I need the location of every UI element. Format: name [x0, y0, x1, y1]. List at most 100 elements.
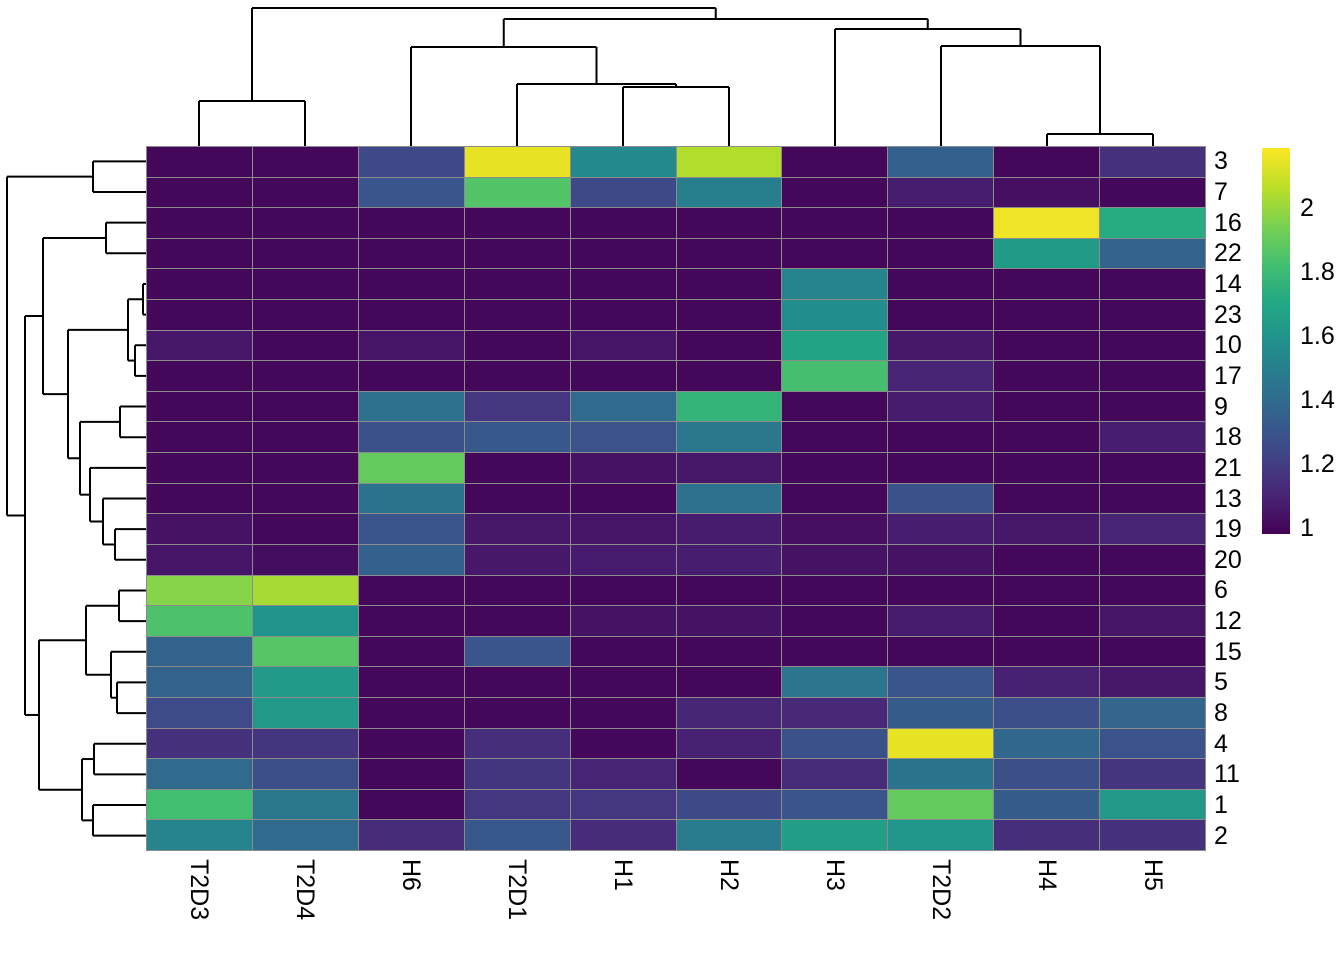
heatmap-cell: [1100, 636, 1205, 667]
heatmap-cell: [252, 544, 358, 575]
heatmap-cell: [464, 238, 570, 269]
heatmap-cell: [570, 238, 676, 269]
heatmap-cell: [570, 177, 676, 208]
heatmap-cell: [888, 361, 994, 391]
heatmap-cell: [252, 238, 358, 269]
heatmap-cell: [570, 575, 676, 606]
column-label: T2D1: [503, 859, 531, 921]
heatmap-cell: [252, 759, 358, 789]
row-label: 10: [1214, 331, 1242, 360]
heatmap-cell: [782, 300, 888, 330]
colorbar-tick-label: 2: [1300, 194, 1314, 222]
heatmap-cell: [676, 422, 782, 453]
heatmap-cell: [570, 728, 676, 759]
heatmap-cell: [994, 697, 1100, 728]
heatmap-cell: [570, 697, 676, 728]
heatmap-cell: [994, 330, 1100, 361]
heatmap-cell: [782, 330, 888, 361]
heatmap-cell: [676, 544, 782, 575]
heatmap-cell: [358, 789, 464, 820]
heatmap-cell: [570, 514, 676, 544]
heatmap-cell: [888, 208, 994, 238]
heatmap-cell: [147, 177, 252, 208]
heatmap-cell: [570, 361, 676, 391]
heatmap-cell: [1100, 667, 1205, 697]
heatmap-cell: [570, 147, 676, 177]
heatmap-cell: [570, 330, 676, 361]
heatmap-cell: [1100, 330, 1205, 361]
heatmap-cell: [994, 789, 1100, 820]
row-label: 13: [1214, 484, 1242, 513]
heatmap-cell: [570, 759, 676, 789]
heatmap-cell: [252, 269, 358, 300]
heatmap-cell: [782, 606, 888, 636]
column-label: H6: [397, 859, 425, 891]
row-label: 8: [1214, 699, 1228, 728]
heatmap-cell: [1100, 453, 1205, 483]
heatmap-cell: [464, 269, 570, 300]
heatmap-cell: [1100, 422, 1205, 453]
heatmap-cell: [252, 483, 358, 514]
heatmap-cell: [1100, 728, 1205, 759]
heatmap-cell: [782, 789, 888, 820]
row-label: 21: [1214, 453, 1242, 482]
heatmap-cell: [888, 330, 994, 361]
heatmap-cell: [358, 606, 464, 636]
heatmap-cell: [782, 238, 888, 269]
heatmap-cell: [994, 483, 1100, 514]
heatmap-cell: [994, 422, 1100, 453]
heatmap-cell: [252, 514, 358, 544]
heatmap-cell: [147, 606, 252, 636]
heatmap-cell: [358, 820, 464, 850]
heatmap-cell: [252, 820, 358, 850]
heatmap-cell: [782, 422, 888, 453]
heatmap-cell: [252, 208, 358, 238]
heatmap-cell: [358, 544, 464, 575]
heatmap-cell: [464, 789, 570, 820]
column-label: H2: [715, 859, 743, 891]
heatmap-cell: [888, 636, 994, 667]
heatmap-cell: [570, 483, 676, 514]
heatmap-cell: [782, 147, 888, 177]
heatmap-cell: [570, 606, 676, 636]
heatmap-cell: [994, 361, 1100, 391]
heatmap-cell: [464, 514, 570, 544]
heatmap-cell: [464, 820, 570, 850]
heatmap-cell: [782, 636, 888, 667]
heatmap-cell: [994, 300, 1100, 330]
heatmap-cell: [782, 361, 888, 391]
heatmap-cell: [464, 391, 570, 422]
heatmap-cell: [464, 544, 570, 575]
colorbar-tick-label: 1.2: [1300, 450, 1335, 478]
heatmap-cell: [464, 422, 570, 453]
heatmap-cell: [358, 514, 464, 544]
heatmap-cell: [147, 391, 252, 422]
heatmap-cell: [252, 300, 358, 330]
heatmap-cell: [676, 453, 782, 483]
heatmap-cell: [570, 269, 676, 300]
heatmap-cell: [782, 269, 888, 300]
heatmap-cell: [252, 667, 358, 697]
heatmap-cell: [464, 300, 570, 330]
heatmap-cell: [676, 789, 782, 820]
heatmap-grid: [146, 146, 1206, 851]
heatmap-cell: [994, 453, 1100, 483]
heatmap-cell: [147, 330, 252, 361]
heatmap-cell: [358, 636, 464, 667]
heatmap-cell: [994, 820, 1100, 850]
heatmap-cell: [888, 483, 994, 514]
row-label: 19: [1214, 515, 1242, 544]
heatmap-cell: [888, 667, 994, 697]
heatmap-cell: [888, 269, 994, 300]
heatmap-cell: [1100, 208, 1205, 238]
heatmap-cell: [1100, 697, 1205, 728]
heatmap-cell: [1100, 544, 1205, 575]
heatmap-cell: [782, 483, 888, 514]
heatmap-cell: [676, 728, 782, 759]
heatmap-cell: [358, 453, 464, 483]
heatmap-cell: [782, 177, 888, 208]
heatmap-cell: [888, 697, 994, 728]
heatmap-cell: [464, 667, 570, 697]
heatmap-cell: [570, 453, 676, 483]
heatmap-cell: [358, 147, 464, 177]
